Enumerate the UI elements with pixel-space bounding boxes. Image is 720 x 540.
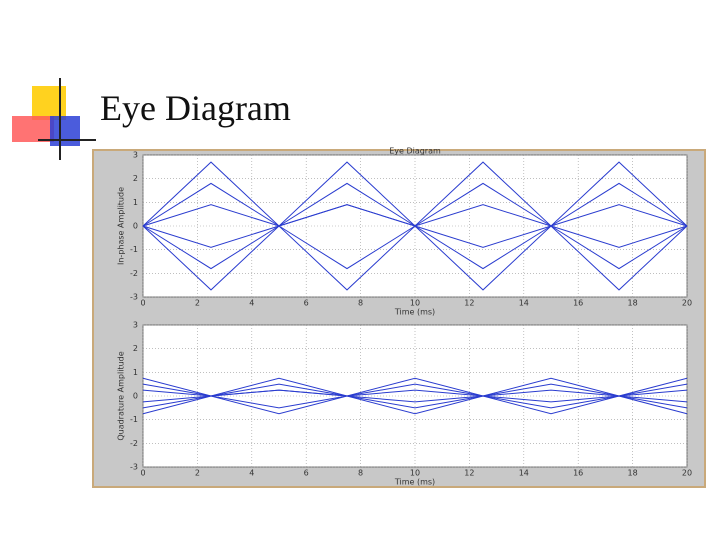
y-tick-label: 0	[133, 222, 138, 231]
trace	[142, 395, 688, 415]
trace	[142, 383, 688, 409]
y-tick-label: 3	[133, 321, 138, 330]
x-tick-label: 16	[573, 299, 583, 308]
x-tick-label: 4	[249, 469, 254, 478]
y-tick-label: 2	[133, 344, 138, 353]
x-tick-label: 18	[628, 299, 638, 308]
x-tick-label: 4	[249, 299, 254, 308]
x-tick-label: 0	[140, 469, 145, 478]
y-axis-label: Quadrature Amplitude	[117, 351, 126, 440]
trace	[142, 383, 688, 409]
deco-square	[50, 116, 80, 146]
x-tick-label: 2	[195, 469, 200, 478]
x-tick-label: 20	[682, 469, 692, 478]
y-tick-label: -1	[130, 415, 138, 424]
y-axis-label: In-phase Amplitude	[117, 187, 126, 265]
chart-title: Eye Diagram	[389, 147, 441, 156]
x-tick-label: 0	[140, 299, 145, 308]
y-tick-label: 1	[133, 368, 138, 377]
x-tick-label: 6	[304, 469, 309, 478]
y-tick-label: 1	[133, 198, 138, 207]
y-tick-label: 2	[133, 174, 138, 183]
x-tick-label: 2	[195, 299, 200, 308]
y-tick-label: -2	[130, 439, 138, 448]
x-tick-label: 14	[519, 299, 529, 308]
x-tick-label: 12	[464, 299, 474, 308]
x-tick-label: 16	[573, 469, 583, 478]
x-tick-label: 6	[304, 299, 309, 308]
x-tick-label: 18	[628, 469, 638, 478]
trace	[142, 389, 688, 403]
slide-title: Eye Diagram	[100, 88, 291, 128]
y-tick-label: 3	[133, 151, 138, 160]
x-tick-label: 8	[358, 299, 363, 308]
y-tick-label: -3	[130, 463, 138, 472]
x-tick-label: 10	[410, 299, 420, 308]
x-tick-label: 20	[682, 299, 692, 308]
trace	[142, 377, 688, 397]
deco-square	[12, 116, 54, 142]
y-tick-label: -3	[130, 293, 138, 302]
y-tick-label: -2	[130, 269, 138, 278]
y-tick-label: -1	[130, 245, 138, 254]
x-tick-label: 12	[464, 469, 474, 478]
y-tick-label: 0	[133, 392, 138, 401]
x-tick-label: 14	[519, 469, 529, 478]
trace	[142, 225, 688, 291]
x-axis-label: Time (ms)	[394, 308, 435, 317]
x-tick-label: 8	[358, 469, 363, 478]
x-axis-label: Time (ms)	[394, 478, 435, 487]
x-tick-label: 10	[410, 469, 420, 478]
